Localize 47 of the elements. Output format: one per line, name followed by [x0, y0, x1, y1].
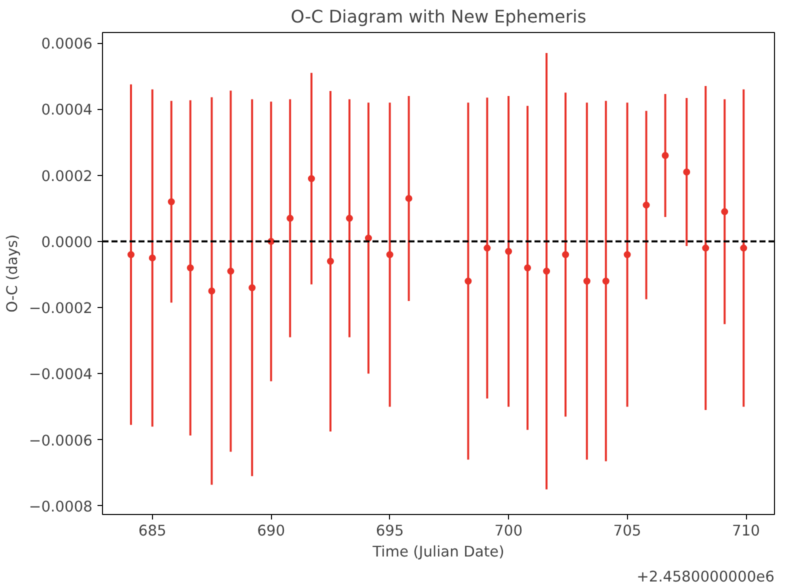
x-tick-label: 695 [376, 522, 404, 540]
point [326, 258, 334, 265]
y-tick-label: 0.0000 [41, 234, 93, 251]
point [148, 254, 156, 262]
y-tick-label: −0.0004 [28, 366, 93, 384]
point [702, 244, 710, 252]
point [562, 251, 570, 258]
y-tick-label: 0.0002 [41, 168, 93, 185]
point [683, 168, 690, 176]
point [543, 268, 550, 275]
point [186, 264, 194, 272]
x-tick-label: 685 [138, 522, 166, 540]
point [386, 251, 394, 258]
point [662, 152, 669, 159]
point [286, 214, 294, 222]
point [308, 175, 315, 182]
point [642, 202, 650, 209]
point [484, 244, 491, 252]
point [583, 278, 590, 285]
point [127, 251, 134, 258]
point [524, 264, 532, 272]
text: +2.4580000000e6 [636, 568, 775, 586]
y-tick-label: −0.0006 [28, 432, 93, 450]
point [624, 251, 631, 258]
x-axis-title: Time (Julian Date) [372, 544, 504, 560]
point [248, 284, 256, 292]
point [505, 248, 512, 255]
y-tick-label: −0.0002 [28, 300, 93, 318]
y-axis-title: O-C (days) [4, 234, 21, 313]
x-tick-label: 710 [732, 522, 760, 540]
point [168, 198, 175, 206]
x-tick-label: 700 [494, 522, 523, 540]
x-tick-label: 690 [257, 522, 286, 540]
x-tick-label: 705 [613, 522, 642, 540]
y-tick-label: 0.0004 [41, 102, 93, 119]
point [364, 234, 372, 242]
point [346, 214, 353, 222]
point [405, 194, 412, 202]
chart-title: O-C Diagram with New Ephemeris [290, 8, 586, 28]
point [227, 268, 234, 275]
point [464, 278, 472, 285]
point [602, 278, 610, 285]
y-tick-label: −0.0008 [28, 498, 93, 516]
point [721, 208, 728, 216]
point [740, 244, 748, 252]
point [208, 288, 216, 295]
y-tick-label: 0.0006 [41, 36, 93, 53]
